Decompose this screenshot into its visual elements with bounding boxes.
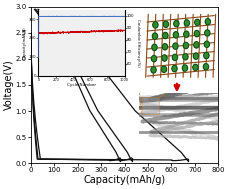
X-axis label: Capacity(mAh/g): Capacity(mAh/g)	[83, 175, 166, 185]
Y-axis label: Coulombic Efficiency(%): Coulombic Efficiency(%)	[136, 19, 140, 67]
Y-axis label: Voltage(V): Voltage(V)	[4, 60, 14, 110]
